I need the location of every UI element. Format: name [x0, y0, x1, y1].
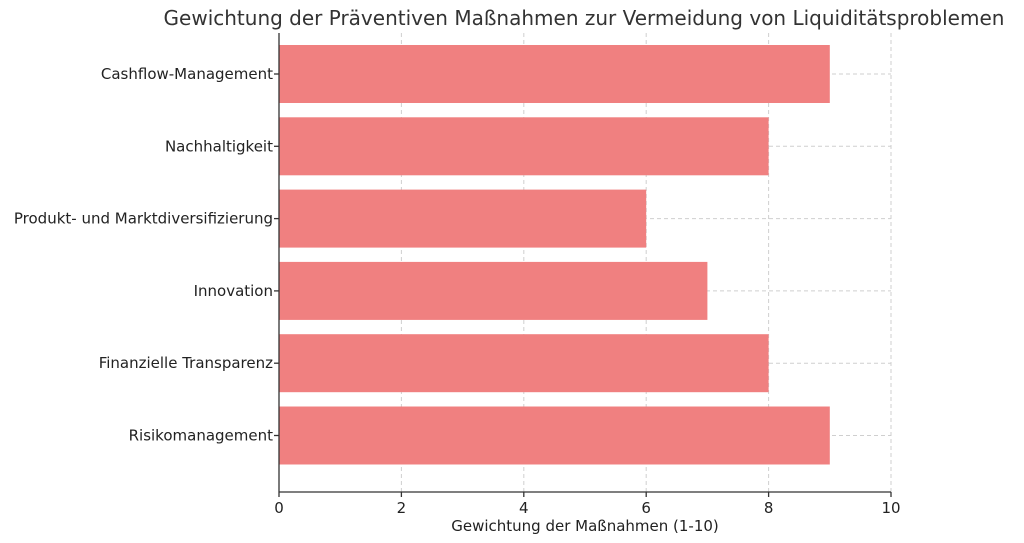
- category-label: Nachhaltigkeit: [165, 137, 273, 155]
- bar: [279, 406, 830, 465]
- x-tick-label: 4: [519, 499, 529, 517]
- x-tick-label: 0: [274, 499, 284, 517]
- x-tick-label: 10: [881, 499, 900, 517]
- category-label: Cashflow-Management: [101, 65, 273, 83]
- bar: [279, 117, 769, 176]
- category-label: Risikomanagement: [129, 427, 274, 445]
- bar: [279, 45, 830, 103]
- bar: [279, 334, 769, 393]
- x-axis-label: Gewichtung der Maßnahmen (1-10): [451, 517, 719, 535]
- chart-title: Gewichtung der Präventiven Maßnahmen zur…: [164, 6, 1005, 30]
- category-labels: Cashflow-Management Nachhaltigkeit Produkt…: [14, 65, 273, 445]
- category-label: Innovation: [194, 282, 273, 300]
- axes: [274, 33, 891, 493]
- category-label: Produkt- und Marktdiversifizierung: [14, 210, 273, 228]
- category-label: Finanzielle Transparenz: [99, 354, 273, 372]
- bar: [279, 261, 708, 320]
- bars: [279, 45, 830, 465]
- x-ticks: 0 2 4 6 8 10: [274, 492, 901, 517]
- x-tick-label: 2: [397, 499, 407, 517]
- x-tick-label: 8: [764, 499, 774, 517]
- bar: [279, 189, 647, 248]
- x-tick-label: 6: [641, 499, 651, 517]
